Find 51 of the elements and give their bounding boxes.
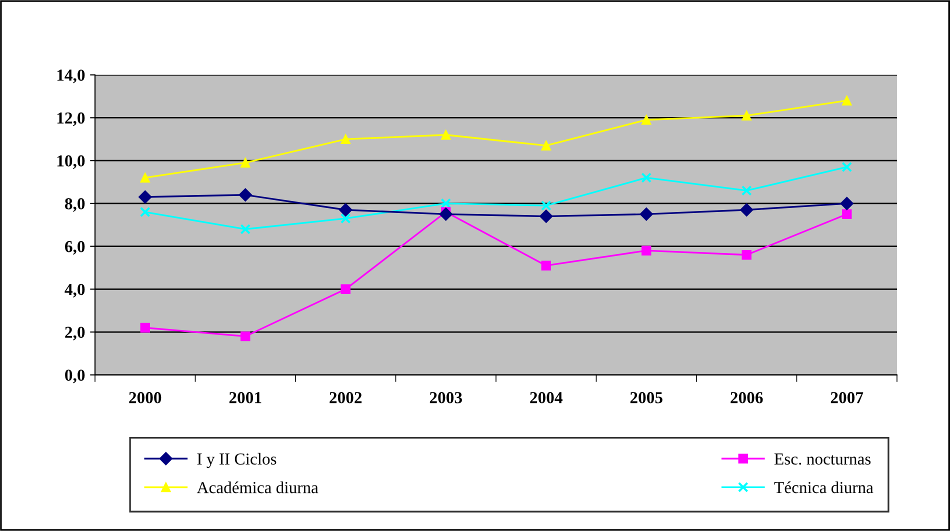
y-tick-label: 6,0 [65,241,85,255]
point [540,210,553,223]
y-tick-label: 2,0 [65,326,85,340]
point [441,130,451,140]
legend-label: Técnica diurna [774,481,874,494]
x-tick-label: 2006 [730,392,763,404]
x-tick-label: 2000 [129,392,162,404]
y-tick-label: 4,0 [64,284,85,298]
x-tick-label: 2004 [530,392,562,404]
point [842,96,852,106]
point [439,208,452,221]
y-tick-label: 14,0 [57,70,85,84]
x-tick-label: 2007 [830,392,864,404]
point [541,140,551,150]
point [138,190,152,204]
point [741,185,752,196]
point [540,200,552,211]
point [140,172,150,183]
point [740,203,754,216]
point [238,188,252,202]
point [541,260,551,270]
y-tick-label: 12,0 [57,112,85,126]
point [240,224,251,234]
point [842,162,852,172]
point [240,331,250,342]
point [340,284,350,294]
point [340,134,350,144]
point [440,198,452,209]
y-tick-label: 8,0 [65,198,85,212]
point [840,196,854,210]
point [641,172,652,183]
point [340,213,351,224]
point [642,115,652,125]
legend-label: Esc. nocturnas [774,454,871,465]
point [240,158,250,168]
legend-label: I y II Ciclos [197,452,276,468]
point [339,203,352,216]
x-tick-label: 2001 [229,392,262,404]
legend-label: Académica diurna [196,481,318,494]
point [642,246,652,256]
x-tick-label: 2002 [330,392,362,404]
point [640,208,653,221]
point [742,110,752,120]
point [140,322,150,333]
point [842,209,852,220]
x-tick-label: 2003 [430,392,462,404]
y-tick-label: 0,0 [65,370,85,384]
x-tick-label: 2005 [630,392,662,404]
point [140,206,150,218]
point [742,250,752,260]
y-tick-label: 10,0 [57,155,85,169]
